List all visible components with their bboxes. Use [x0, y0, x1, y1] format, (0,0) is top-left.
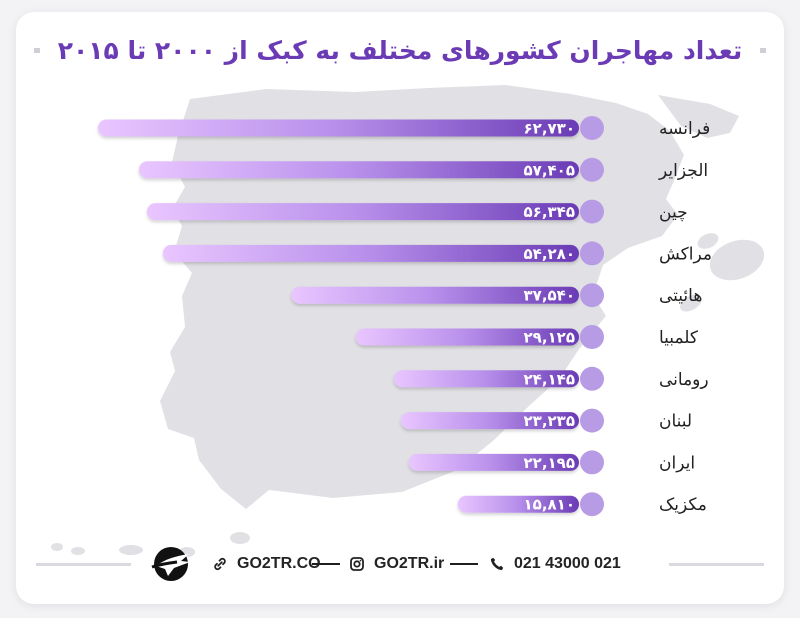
bar-row: ۳۷,۵۴۰ هائیتی: [291, 283, 702, 308]
link-icon: [211, 555, 229, 573]
bar: [291, 286, 579, 304]
category-label: مراکش: [659, 244, 712, 264]
category-label: چین: [659, 203, 688, 223]
category-label: مکزیک: [659, 495, 707, 515]
bar-row: ۲۴,۱۴۵ رومانی: [393, 366, 709, 391]
bar-value-label: ۶۲,۷۳۰: [524, 120, 575, 138]
bar-end-knob: [580, 408, 604, 433]
footer-instagram[interactable]: GO2TR.ir: [348, 552, 444, 576]
bar: [138, 161, 579, 179]
bar: [146, 203, 579, 221]
bar-end-knob: [580, 157, 604, 182]
bar-value-label: ۳۷,۵۴۰: [524, 287, 575, 305]
bar: [408, 453, 579, 471]
bar: [393, 370, 579, 388]
bar-end-knob: [580, 450, 604, 475]
bar: [400, 412, 579, 430]
category-label: الجزایر: [658, 161, 708, 181]
bar-end-knob: [580, 241, 604, 266]
category-label: ایران: [659, 453, 695, 473]
bar-row: ۵۴,۲۸۰ مراکش: [162, 241, 712, 266]
bar-row: ۵۶,۳۴۵ چین: [146, 199, 688, 224]
category-label: کلمبیا: [659, 328, 699, 348]
bar-end-knob: [580, 116, 604, 140]
bar: [98, 119, 579, 137]
infographic-card: تعداد مهاجران کشورهای مختلف به کبک از ۲۰…: [16, 12, 784, 604]
phone-text: 021 43000 021: [514, 555, 621, 572]
bar-value-label: ۵۷,۴۰۵: [524, 161, 575, 179]
title-right-dash: [760, 47, 766, 53]
plane-logo-icon: [151, 547, 190, 581]
bar-end-knob: [580, 366, 604, 391]
bar-value-label: ۲۲,۱۹۵: [524, 454, 575, 472]
title-left-dash: [34, 47, 40, 53]
bar-row: ۲۹,۱۲۵ کلمبیا: [355, 325, 699, 349]
footer-separator-1: [312, 563, 340, 565]
category-label: هائیتی: [659, 286, 702, 306]
bar: [162, 244, 579, 262]
bar-end-knob: [580, 199, 604, 224]
footer-right-line: [669, 563, 764, 566]
title-row: تعداد مهاجران کشورهای مختلف به کبک از ۲۰…: [16, 30, 784, 70]
bar: [355, 328, 579, 346]
instagram-text: GO2TR.ir: [374, 555, 445, 572]
bar-value-label: ۱۵,۸۱۰: [524, 496, 575, 514]
bar-value-label: ۵۶,۳۴۵: [524, 203, 575, 221]
bar-row: ۵۷,۴۰۵ الجزایر: [138, 157, 708, 182]
instagram-icon: [348, 555, 366, 573]
horizontal-bar-chart: ۶۲,۷۳۰ فرانسه ۵۷,۴۰۵ الجزایر ۵۶,۳۴۵ چین ۵۴,۲۸۰…: [98, 116, 712, 517]
bar-row: ۶۲,۷۳۰ فرانسه: [98, 116, 710, 140]
bar-value-label: ۲۳,۲۳۵: [524, 412, 575, 430]
category-label: فرانسه: [659, 119, 710, 139]
bar-row: ۱۵,۸۱۰ مکزیک: [457, 492, 707, 517]
category-label: لبنان: [659, 412, 692, 432]
chart-title: تعداد مهاجران کشورهای مختلف به کبک از ۲۰…: [57, 35, 743, 65]
bar-end-knob: [580, 325, 604, 349]
bar-row: ۲۲,۱۹۵ ایران: [408, 450, 695, 475]
bar: [457, 495, 579, 513]
footer: GO2TR.CO GO2TR.ir 021 43000 021: [16, 544, 784, 584]
bar-value-label: ۲۹,۱۲۵: [524, 329, 575, 347]
bar-end-knob: [580, 283, 604, 308]
bar-value-label: ۵۴,۲۸۰: [524, 245, 575, 263]
category-label: رومانی: [659, 370, 709, 390]
phone-icon: [488, 555, 506, 573]
footer-website[interactable]: GO2TR.CO: [211, 552, 321, 576]
website-text: GO2TR.CO: [237, 555, 321, 572]
footer-separator-2: [450, 563, 478, 565]
bar-row: ۲۳,۲۳۵ لبنان: [400, 408, 692, 433]
footer-left-line: [36, 563, 131, 566]
bar-end-knob: [580, 492, 604, 517]
bar-value-label: ۲۴,۱۴۵: [524, 370, 575, 388]
footer-phone[interactable]: 021 43000 021: [488, 552, 621, 576]
